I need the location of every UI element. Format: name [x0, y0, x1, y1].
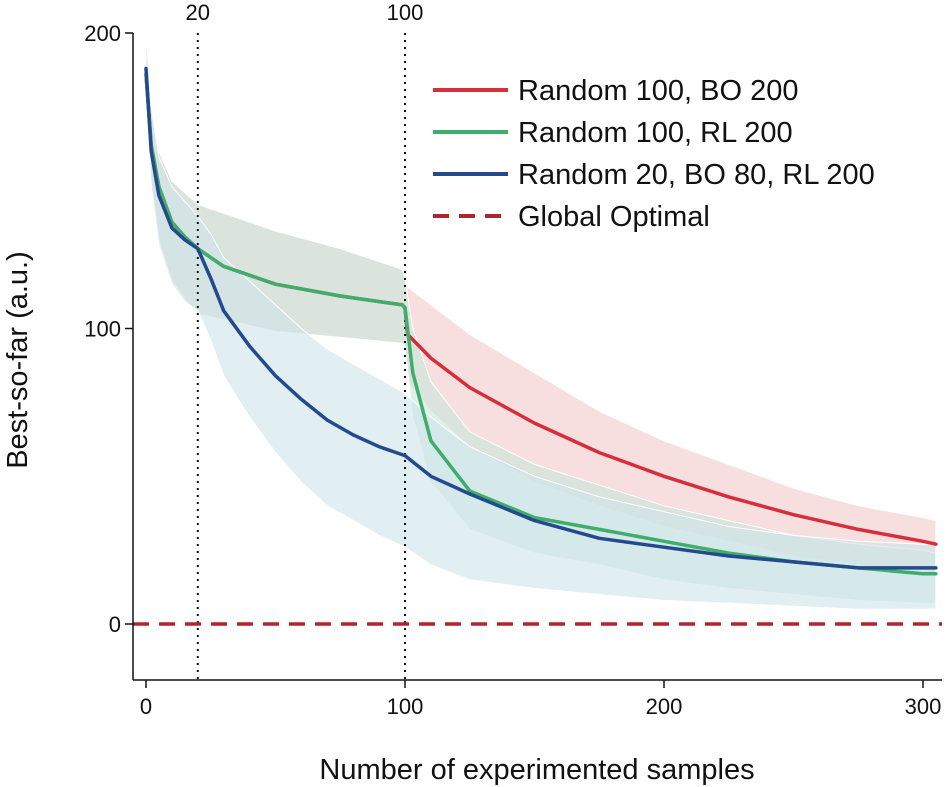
x-tick-label-200: 200	[646, 694, 683, 719]
series-band-3	[145, 32, 937, 610]
y-tick-label-100: 100	[84, 317, 121, 342]
legend: Random 100, BO 200 Random 100, RL 200 Rand…	[433, 75, 875, 233]
y-tick-label-200: 200	[84, 21, 121, 46]
y-tick-label-0: 0	[109, 612, 121, 637]
reference-lines: 20 100	[186, 0, 424, 680]
x-tick-label-0: 0	[140, 694, 152, 719]
y-axis-title: Best-so-far (a.u.)	[2, 251, 34, 469]
confidence-bands	[145, 32, 937, 610]
axes: 0 100 200 0 100 200 300	[84, 21, 942, 719]
series-line-3	[144, 66, 938, 570]
legend-label-3: Random 20, BO 80, RL 200	[518, 159, 875, 191]
reference-label-20: 20	[186, 0, 210, 25]
x-axis-title: Number of experimented samples	[319, 754, 754, 786]
legend-label-4: Global Optimal	[518, 201, 710, 233]
series-lines	[144, 66, 938, 576]
reference-label-100: 100	[387, 0, 424, 25]
legend-label-1: Random 100, BO 200	[518, 75, 799, 107]
x-tick-label-100: 100	[387, 694, 424, 719]
legend-label-2: Random 100, RL 200	[518, 117, 793, 149]
x-tick-label-300: 300	[905, 694, 942, 719]
